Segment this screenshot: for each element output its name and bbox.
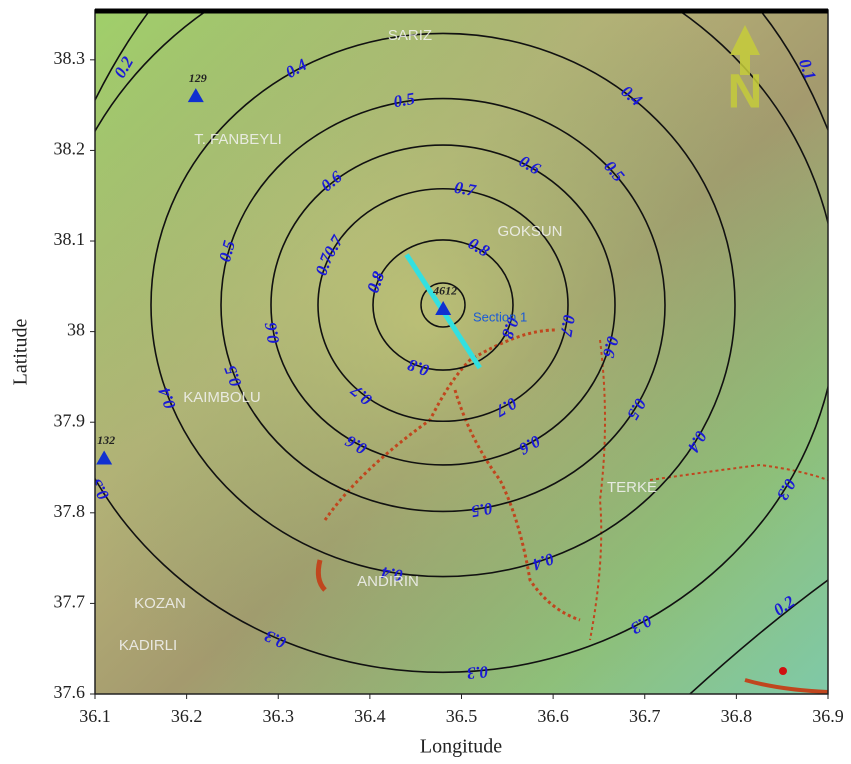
x-tick-label: 36.3 — [263, 706, 295, 726]
x-tick-label: 36.2 — [171, 706, 203, 726]
point — [779, 667, 787, 675]
station-label: 4612 — [432, 284, 457, 298]
station-label: 132 — [97, 433, 115, 447]
contour-label: 0.5 — [392, 89, 417, 111]
x-tick-label: 36.9 — [812, 706, 844, 726]
town-label: KOZAN — [134, 595, 186, 612]
map-figure: 0.80.80.80.80.80.70.70.70.70.70.70.60.60… — [0, 0, 851, 764]
section-label: Section 1 — [473, 309, 527, 324]
contour-label: 0.3 — [466, 662, 489, 683]
north-label: N — [728, 66, 763, 119]
town-label: T. FANBEYLI — [194, 131, 282, 148]
y-tick-label: 38.3 — [54, 48, 86, 68]
town-label: GOKSUN — [497, 223, 562, 240]
y-tick-label: 37.9 — [54, 410, 86, 430]
y-tick-label: 37.6 — [54, 682, 86, 702]
y-tick-label: 38.2 — [54, 139, 86, 159]
contour-label: 0.6 — [261, 320, 283, 345]
x-tick-label: 36.4 — [354, 706, 386, 726]
y-tick-label: 38.1 — [54, 229, 86, 249]
town-label: KAIMBOLU — [183, 389, 261, 406]
y-axis-label: Latitude — [10, 319, 32, 386]
y-tick-label: 37.7 — [54, 592, 86, 612]
station-label: 129 — [189, 71, 207, 85]
x-axis-label: Longitude — [420, 736, 502, 758]
x-tick-label: 36.1 — [79, 706, 111, 726]
town-label: SARIZ — [388, 27, 432, 44]
town-label: TERKE — [607, 479, 657, 496]
terrain-shade — [95, 10, 828, 694]
map-area: 0.80.80.80.80.80.70.70.70.70.70.70.60.60… — [48, 0, 838, 694]
x-tick-label: 36.8 — [721, 706, 753, 726]
town-label: KADIRLI — [119, 637, 177, 654]
y-tick-label: 38 — [67, 320, 85, 340]
x-tick-label: 36.6 — [537, 706, 569, 726]
y-tick-label: 37.8 — [54, 501, 86, 521]
x-tick-label: 36.7 — [629, 706, 661, 726]
town-label: ANDIRIN — [357, 573, 419, 590]
x-tick-label: 36.5 — [446, 706, 478, 726]
contour-label: 0.5 — [469, 499, 494, 521]
